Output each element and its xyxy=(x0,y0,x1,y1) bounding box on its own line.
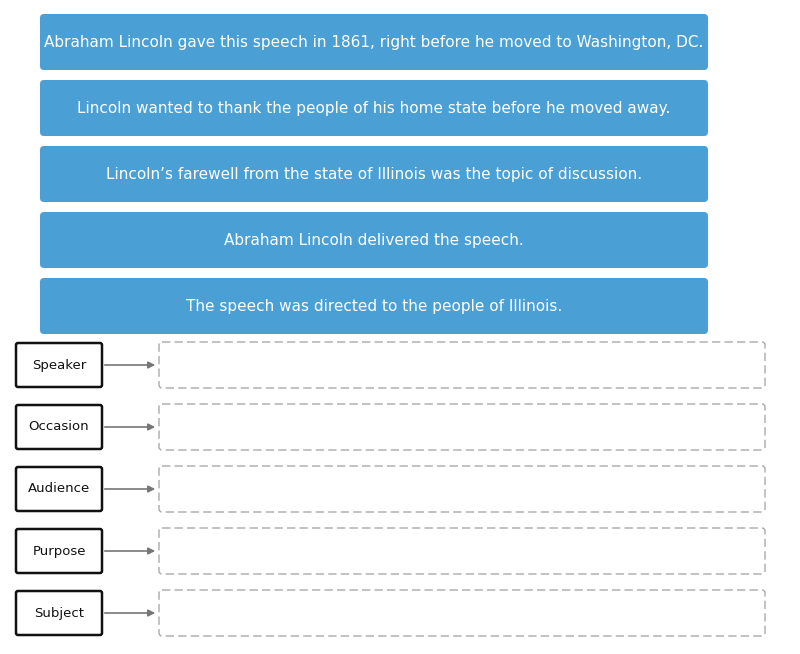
FancyBboxPatch shape xyxy=(40,212,708,268)
Text: Subject: Subject xyxy=(34,606,84,619)
Text: Lincoln wanted to thank the people of his home state before he moved away.: Lincoln wanted to thank the people of hi… xyxy=(78,101,670,116)
Text: Audience: Audience xyxy=(28,483,90,496)
Text: Lincoln’s farewell from the state of Illinois was the topic of discussion.: Lincoln’s farewell from the state of Ill… xyxy=(106,167,642,182)
Text: Purpose: Purpose xyxy=(32,545,86,557)
FancyBboxPatch shape xyxy=(159,342,765,388)
Text: Abraham Lincoln delivered the speech.: Abraham Lincoln delivered the speech. xyxy=(224,233,524,247)
FancyBboxPatch shape xyxy=(40,80,708,136)
FancyBboxPatch shape xyxy=(16,529,102,573)
FancyBboxPatch shape xyxy=(40,14,708,70)
FancyBboxPatch shape xyxy=(159,528,765,574)
FancyBboxPatch shape xyxy=(159,466,765,512)
FancyBboxPatch shape xyxy=(159,404,765,450)
Text: Speaker: Speaker xyxy=(32,358,86,371)
FancyBboxPatch shape xyxy=(40,278,708,334)
FancyBboxPatch shape xyxy=(16,405,102,449)
FancyBboxPatch shape xyxy=(159,590,765,636)
FancyBboxPatch shape xyxy=(16,591,102,635)
FancyBboxPatch shape xyxy=(40,146,708,202)
Text: Abraham Lincoln gave this speech in 1861, right before he moved to Washington, D: Abraham Lincoln gave this speech in 1861… xyxy=(44,35,704,50)
FancyBboxPatch shape xyxy=(16,467,102,511)
Text: The speech was directed to the people of Illinois.: The speech was directed to the people of… xyxy=(186,298,562,313)
FancyBboxPatch shape xyxy=(16,343,102,387)
Text: Occasion: Occasion xyxy=(29,421,90,434)
